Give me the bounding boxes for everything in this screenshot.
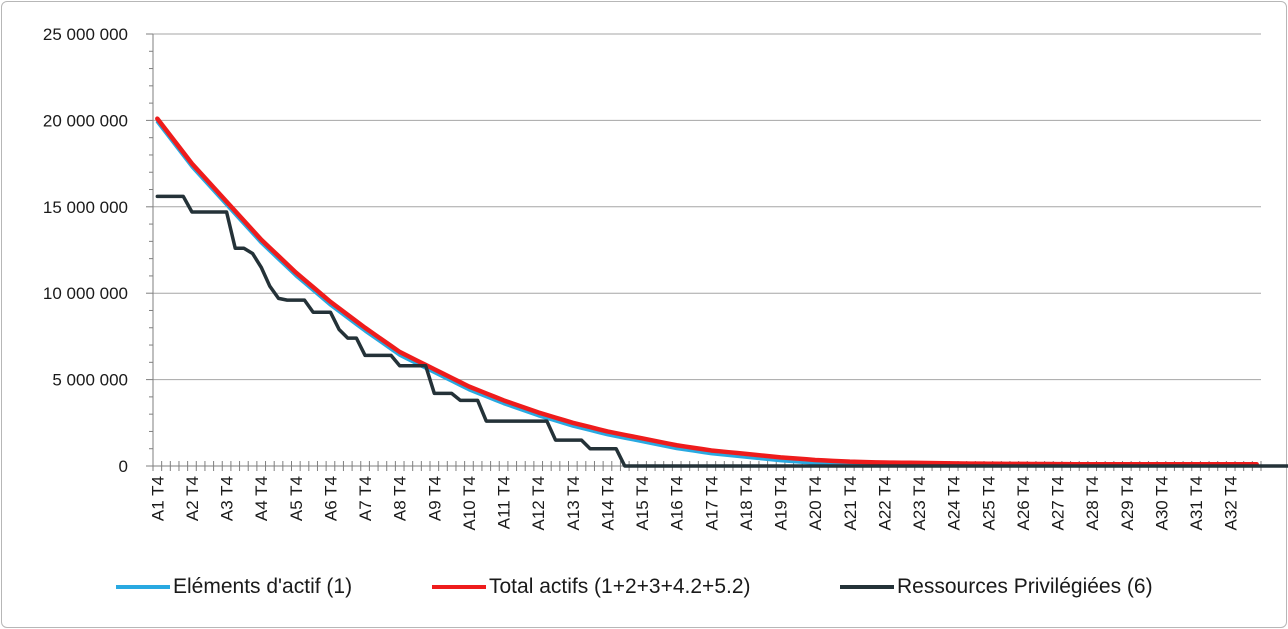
x-tick-label: A30 T4 (1152, 476, 1171, 531)
x-tick-label: A24 T4 (945, 476, 964, 531)
x-tick-label: A17 T4 (702, 476, 721, 531)
x-tick-label: A15 T4 (633, 476, 652, 531)
x-tick-label: A2 T4 (183, 476, 202, 521)
x-tick-label: A20 T4 (806, 476, 825, 531)
series-line (155, 194, 1288, 468)
y-axis-tick-labels: 0 5 000 000 10 000 000 15 000 000 20 000 000… (43, 25, 128, 476)
legend-item-ressources-privilegiees: Ressources Privilégiées (6) (840, 575, 1153, 599)
x-tick-label: A8 T4 (391, 476, 410, 521)
x-tick-label: A4 T4 (252, 476, 271, 521)
x-axis-tick-labels: A1 T4 A2 T4 A3 T4 A4 T4 A5 T4 A6 T4 A7 T4 A8 T4… (148, 476, 1240, 531)
x-tick-label: A7 T4 (356, 476, 375, 521)
x-tick-label: A25 T4 (979, 476, 998, 531)
x-tick-label: A18 T4 (737, 476, 756, 531)
series-line (155, 116, 1259, 467)
x-tick-label: A6 T4 (321, 476, 340, 521)
y-tick-label: 15 000 000 (43, 198, 128, 217)
x-tick-label: A16 T4 (668, 476, 687, 531)
x-tick-label: A23 T4 (910, 476, 929, 531)
legend-swatch (432, 585, 486, 589)
x-tick-label: A31 T4 (1187, 476, 1206, 531)
x-tick-label: A1 T4 (148, 476, 167, 521)
legend: Eléments d'actif (1) Total actifs (1+2+3… (0, 575, 1288, 605)
x-tick-label: A14 T4 (598, 476, 617, 531)
y-tick-label: 5 000 000 (52, 371, 128, 390)
x-tick-label: A3 T4 (218, 476, 237, 521)
x-tick-label: A9 T4 (425, 476, 444, 521)
x-tick-label: A27 T4 (1049, 476, 1068, 531)
legend-swatch (840, 585, 894, 589)
legend-item-total-actifs: Total actifs (1+2+3+4.2+5.2) (432, 575, 751, 599)
y-tick-label: 20 000 000 (43, 111, 128, 130)
gridlines (153, 33, 1261, 381)
x-tick-label: A5 T4 (287, 476, 306, 521)
y-tick-label: 0 (119, 457, 128, 476)
legend-item-elements-actif: Eléments d'actif (1) (116, 575, 352, 599)
x-tick-label: A13 T4 (564, 476, 583, 531)
x-tick-label: A19 T4 (772, 476, 791, 531)
x-tick-label: A26 T4 (1014, 476, 1033, 531)
legend-label: Ressources Privilégiées (6) (897, 575, 1153, 598)
x-tick-label: A11 T4 (495, 476, 514, 529)
x-tick-label: A28 T4 (1083, 476, 1102, 531)
legend-label: Eléments d'actif (1) (173, 575, 353, 598)
legend-label: Total actifs (1+2+3+4.2+5.2) (489, 575, 751, 598)
legend-swatch (116, 585, 170, 589)
y-tick-label: 10 000 000 (43, 284, 128, 303)
y-tick-label: 25 000 000 (43, 25, 128, 44)
x-tick-label: A32 T4 (1222, 476, 1241, 531)
x-tick-label: A12 T4 (529, 476, 548, 531)
x-tick-label: A22 T4 (875, 476, 894, 531)
axes (146, 33, 1262, 471)
x-tick-label: A21 T4 (841, 476, 860, 531)
x-tick-label: A29 T4 (1118, 476, 1137, 531)
series-lines (155, 116, 1288, 468)
x-tick-label: A10 T4 (460, 476, 479, 531)
